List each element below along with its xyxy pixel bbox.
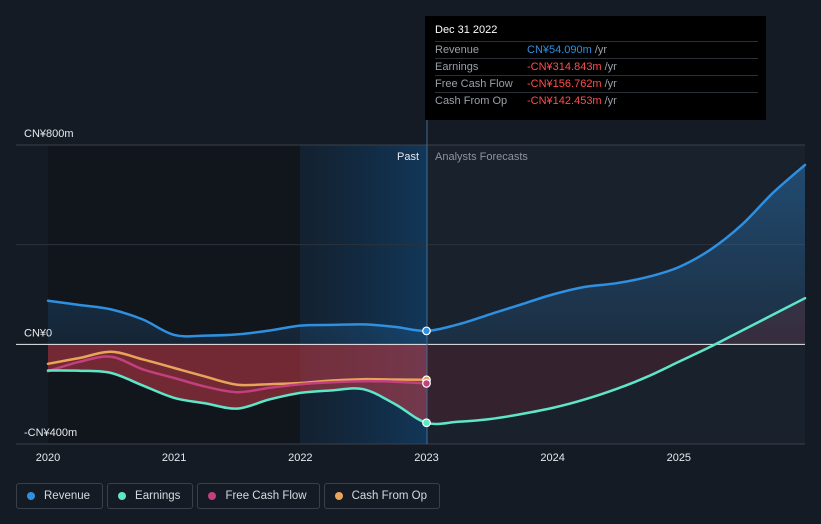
- grid-lines: [16, 144, 805, 445]
- tooltip-row-cash-from-op: Cash From Op -CN¥142.453m/yr: [435, 92, 758, 110]
- revenue-area: [48, 164, 805, 345]
- tooltip-value-cash-from-op: -CN¥142.453m/yr: [527, 95, 617, 107]
- legend-label: Revenue: [44, 490, 91, 502]
- tooltip-label: Cash From Op: [435, 95, 508, 107]
- cash-from-op-line: [46, 350, 428, 387]
- y-tick-label: CN¥800m: [24, 128, 74, 140]
- free-cash-flow-marker: [422, 378, 431, 388]
- tooltip-date: Dec 31 2022: [435, 24, 498, 36]
- hover-markers: [422, 326, 431, 428]
- revenue-dot-icon: [27, 492, 35, 500]
- tooltip: Dec 31 2022 Revenue CN¥54.090m/yr Earnin…: [425, 16, 766, 120]
- tooltip-label: Revenue: [435, 44, 480, 56]
- x-tick-label: 2020: [36, 452, 60, 464]
- tooltip-row-earnings: Earnings -CN¥314.843m/yr: [435, 58, 758, 76]
- y-axis-labels: CN¥800m CN¥0 -CN¥400m: [24, 128, 77, 439]
- x-axis-labels: 2020 2021 2022 2023 2024 2025: [36, 452, 691, 464]
- legend-item-free-cash-flow[interactable]: Free Cash Flow: [197, 483, 320, 509]
- tooltip-value-earnings: -CN¥314.843m/yr: [527, 61, 617, 73]
- x-tick-label: 2023: [414, 452, 438, 464]
- earnings-dot-icon: [118, 492, 127, 500]
- legend: Revenue Earnings Free Cash Flow Cash Fro…: [16, 483, 441, 511]
- x-tick-label: 2024: [540, 452, 564, 464]
- y-tick-label: CN¥0: [24, 327, 52, 339]
- revenue-marker: [422, 326, 431, 336]
- y-tick-label: -CN¥400m: [24, 427, 77, 439]
- free-cash-flow-line: [46, 355, 428, 394]
- legend-item-revenue[interactable]: Revenue: [16, 483, 104, 509]
- earnings-marker: [422, 418, 431, 428]
- tooltip-row-free-cash-flow: Free Cash Flow -CN¥156.762m/yr: [435, 75, 758, 93]
- earnings-loss-area-forecast: [427, 298, 805, 424]
- cash-from-op-dot-icon: [334, 492, 343, 500]
- free-cash-flow-dot-icon: [208, 492, 217, 500]
- legend-label: Cash From Op: [351, 490, 428, 502]
- forecast-label: Analysts Forecasts: [435, 151, 528, 163]
- legend-item-cash-from-op[interactable]: Cash From Op: [323, 483, 441, 509]
- tooltip-value-free-cash-flow: -CN¥156.762m/yr: [527, 78, 617, 90]
- legend-label: Free Cash Flow: [225, 490, 307, 502]
- tooltip-value-revenue: CN¥54.090m/yr: [527, 44, 608, 56]
- past-label: Past: [397, 151, 419, 163]
- x-tick-label: 2021: [162, 452, 186, 464]
- tooltip-row-revenue: Revenue CN¥54.090m/yr: [435, 41, 758, 59]
- tooltip-label: Earnings: [435, 61, 479, 73]
- x-tick-label: 2022: [288, 452, 312, 464]
- x-tick-label: 2025: [667, 452, 691, 464]
- legend-label: Earnings: [135, 490, 181, 502]
- tooltip-label: Free Cash Flow: [435, 78, 513, 90]
- legend-item-earnings[interactable]: Earnings: [107, 483, 194, 509]
